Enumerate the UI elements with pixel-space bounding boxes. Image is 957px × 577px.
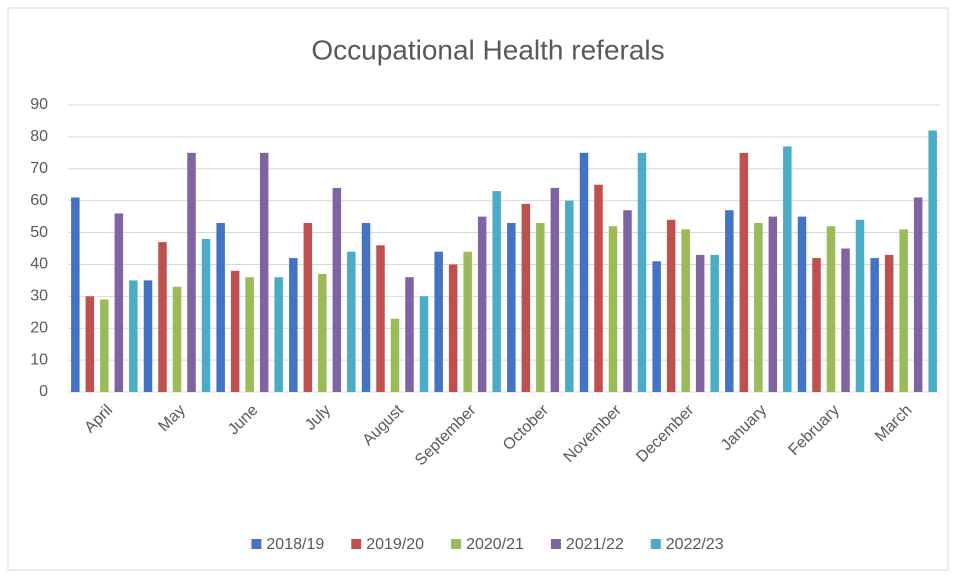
bar (826, 226, 836, 392)
bar (870, 258, 879, 392)
bar (841, 248, 850, 392)
bar (361, 222, 371, 392)
bar (216, 222, 225, 392)
legend-label: 2019/20 (366, 536, 424, 553)
bar (274, 277, 283, 392)
y-tick-label: 10 (30, 351, 48, 368)
bar (681, 229, 690, 392)
bar (492, 191, 501, 392)
bar (579, 152, 589, 392)
bar (536, 222, 545, 392)
bar (768, 216, 778, 392)
y-tick-label: 0 (39, 383, 48, 400)
y-tick-label: 80 (30, 128, 48, 145)
y-tick-label: 30 (30, 288, 48, 305)
legend-label: 2022/23 (666, 536, 724, 553)
bar (754, 222, 763, 392)
bar (637, 152, 647, 392)
legend-label: 2021/22 (566, 536, 624, 553)
bar (347, 251, 356, 392)
bar (303, 222, 313, 392)
y-tick-label: 50 (30, 224, 48, 241)
bar (158, 242, 167, 392)
y-tick-label: 60 (30, 192, 48, 209)
bar (129, 280, 138, 392)
bar (245, 277, 254, 392)
bar (71, 197, 80, 392)
legend-label: 2018/19 (266, 536, 324, 553)
bar (565, 200, 574, 392)
bar (623, 210, 632, 392)
bar (855, 219, 865, 392)
bar (594, 184, 603, 392)
bar (143, 280, 153, 392)
y-tick-label: 70 (30, 160, 48, 177)
bar (405, 277, 414, 392)
bar (783, 146, 792, 392)
bar (230, 270, 240, 392)
bar (172, 286, 182, 392)
bar (448, 264, 458, 392)
bar (100, 299, 109, 392)
bar (695, 254, 705, 392)
bar (507, 222, 516, 392)
bar (332, 187, 342, 392)
bar (652, 261, 661, 392)
bar (797, 216, 807, 392)
bar (725, 210, 734, 392)
bar (259, 152, 269, 392)
bar (899, 229, 908, 392)
legend-swatch (351, 539, 362, 549)
bar (521, 203, 531, 392)
bar (114, 213, 124, 392)
bar (201, 238, 211, 392)
legend-swatch (550, 539, 561, 549)
legend-swatch (451, 539, 462, 549)
bar (608, 226, 618, 392)
bar (477, 216, 487, 392)
bar (434, 251, 443, 392)
bar (318, 274, 327, 392)
y-tick-label: 90 (30, 96, 48, 113)
bar (85, 296, 95, 392)
bar (884, 254, 894, 392)
bar (376, 245, 385, 392)
bar (710, 254, 719, 392)
legend-swatch (650, 539, 661, 549)
bar (550, 187, 560, 392)
bar (812, 258, 821, 392)
y-tick-label: 20 (30, 319, 48, 336)
bar (289, 258, 298, 392)
bar (928, 130, 937, 392)
bar (739, 152, 749, 392)
bar (463, 251, 472, 392)
bar (390, 318, 400, 392)
legend-label: 2020/21 (466, 536, 524, 553)
bar (913, 197, 923, 392)
legend-swatch (251, 539, 262, 549)
y-tick-label: 40 (30, 256, 48, 273)
bar (419, 296, 429, 392)
bar (666, 219, 676, 392)
bar (187, 152, 196, 392)
chart-title: Occupational Health referals (311, 34, 664, 65)
